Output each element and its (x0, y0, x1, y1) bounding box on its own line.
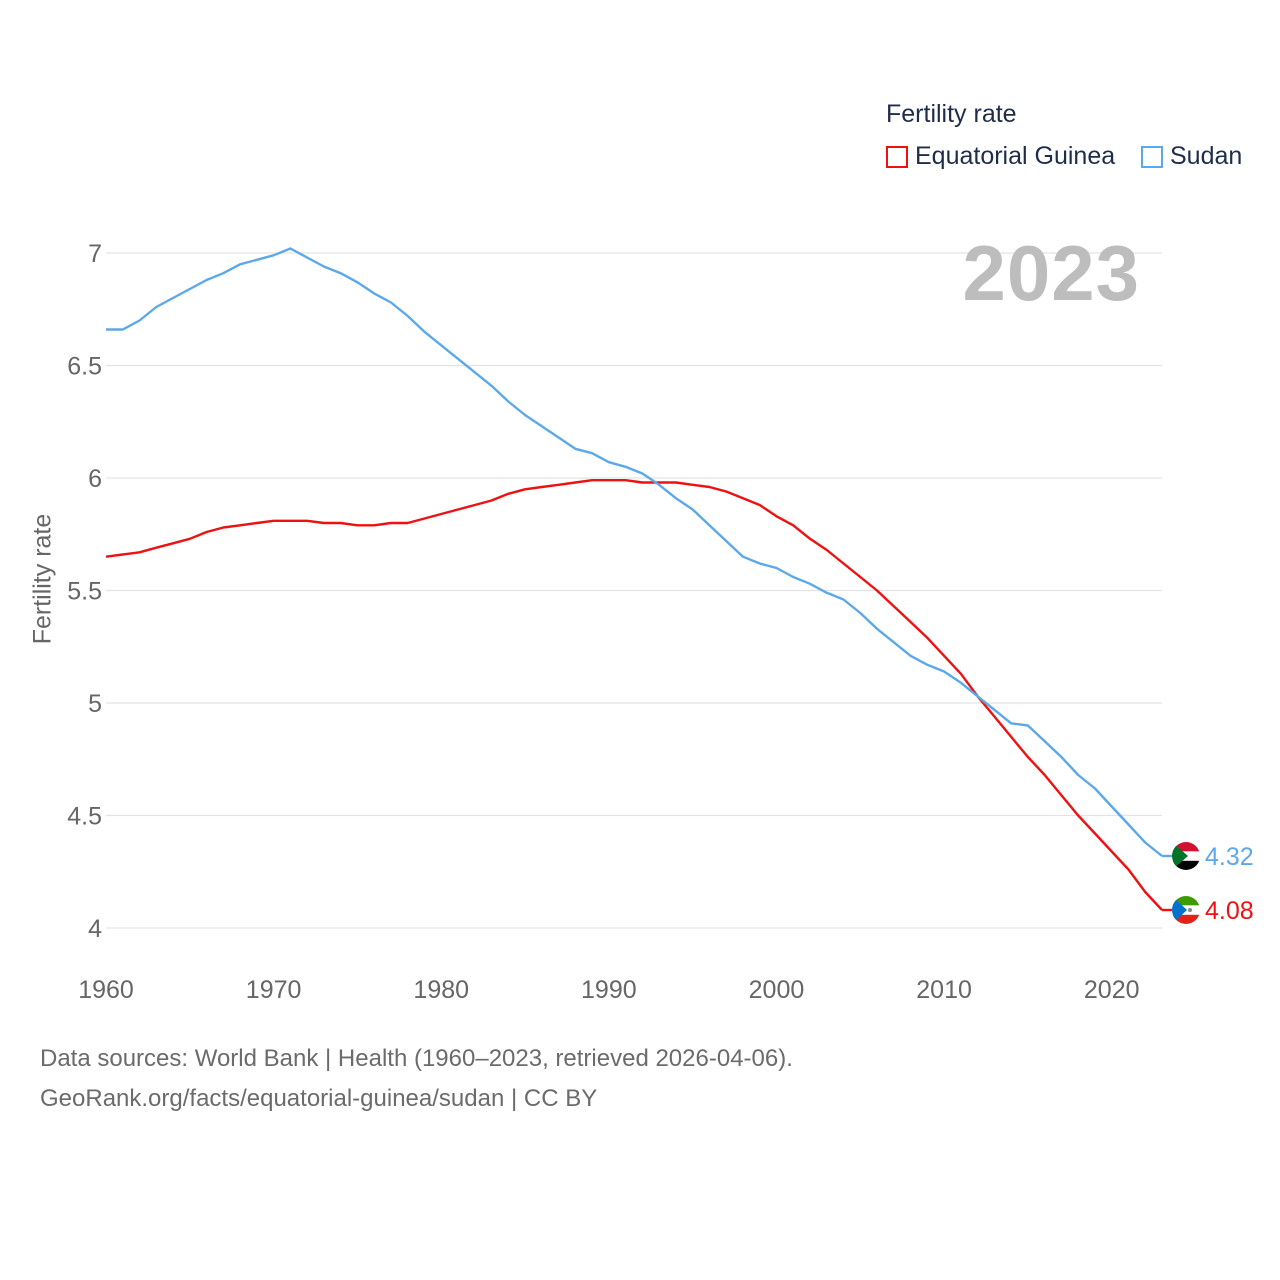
y-tick-label: 7 (88, 240, 102, 268)
y-tick-label: 4 (88, 915, 102, 943)
x-tick-label: 1990 (581, 976, 637, 1004)
end-value-label-sudan: 4.32 (1205, 843, 1254, 871)
footer-sources: Data sources: World Bank | Health (1960–… (40, 1045, 793, 1072)
legend-label-sudan: Sudan (1170, 142, 1243, 170)
legend-swatch-equatorial-guinea (886, 145, 908, 168)
grid-lines (106, 252, 1162, 929)
flag-icon-sudan (1172, 842, 1200, 870)
flag-icon-equatorial-guinea (1172, 896, 1200, 924)
series-line-equatorial-guinea (105, 479, 1163, 911)
legend-swatch-sudan (1141, 145, 1163, 168)
x-tick-label: 1960 (78, 976, 134, 1004)
x-tick-label: 1970 (246, 976, 302, 1004)
x-tick-label: 2020 (1084, 976, 1140, 1004)
x-tick-label: 2010 (916, 976, 972, 1004)
x-axis-ticks: 1960 1970 1980 1990 2000 2010 2020 (78, 976, 1139, 1004)
legend-item-sudan[interactable]: Sudan (1141, 142, 1242, 171)
x-tick-label: 2000 (749, 976, 805, 1004)
y-axis-label: Fertility rate (28, 513, 57, 645)
y-tick-label: 6 (88, 465, 102, 493)
year-badge: 2023 (962, 229, 1140, 317)
series-line-sudan (106, 247, 1163, 857)
legend-title: Fertility rate (886, 100, 1017, 128)
y-axis-ticks: 4 4.5 5 5.5 6 6.5 7 (67, 240, 102, 943)
series-lines (105, 247, 1163, 911)
x-tick-label: 1980 (413, 976, 469, 1004)
y-tick-label: 4.5 (67, 803, 102, 831)
y-tick-label: 5.5 (67, 578, 102, 606)
end-value-label-equatorial-guinea: 4.08 (1205, 897, 1254, 925)
y-tick-label: 5 (88, 690, 102, 718)
footer-attribution: GeoRank.org/facts/equatorial-guinea/suda… (40, 1085, 598, 1112)
end-markers: 4.08 4.32 (1162, 842, 1254, 925)
y-tick-label: 6.5 (67, 353, 102, 381)
legend-label-equatorial-guinea: Equatorial Guinea (915, 142, 1116, 170)
legend-item-equatorial-guinea[interactable]: Equatorial Guinea (886, 142, 1115, 171)
